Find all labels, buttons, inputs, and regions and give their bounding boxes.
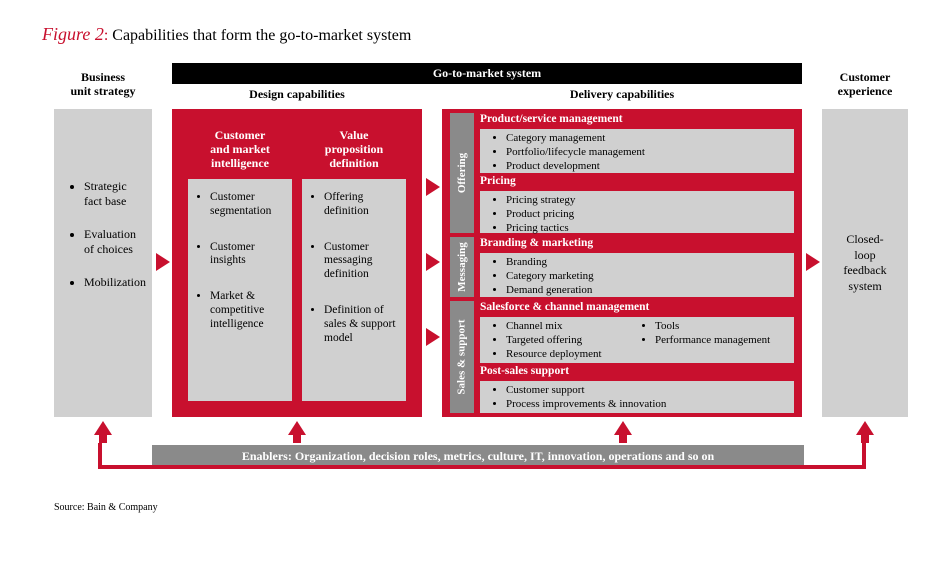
bu-item: Evaluation of choices bbox=[84, 227, 140, 257]
header-business-unit: Businessunit strategy bbox=[54, 71, 152, 99]
connector-line bbox=[98, 443, 102, 469]
deliv-box: Pricing strategy Product pricing Pricing… bbox=[480, 191, 794, 233]
connector-line bbox=[862, 443, 866, 469]
deliv-box: Category management Portfolio/lifecycle … bbox=[480, 129, 794, 173]
customer-exp-text: Closed-loopfeedbacksystem bbox=[822, 232, 908, 294]
customer-exp-box: Closed-loopfeedbacksystem bbox=[822, 109, 908, 417]
design-col-1: Customerand marketintelligence Customer … bbox=[188, 125, 292, 401]
design-col1-title: Customerand marketintelligence bbox=[188, 125, 292, 179]
deliv-box: Customer support Process improvements & … bbox=[480, 381, 794, 413]
deliv-box: Branding Category marketing Demand gener… bbox=[480, 253, 794, 297]
deliv-title: Post-sales support bbox=[480, 365, 569, 377]
connector-line bbox=[98, 465, 866, 469]
header-customer-exp: Customerexperience bbox=[822, 71, 908, 99]
figure-title: Figure 2: Capabilities that form the go-… bbox=[42, 24, 908, 45]
arrow-icon bbox=[288, 421, 306, 435]
vlabel-messaging: Messaging bbox=[450, 237, 474, 297]
design-item: Offering definition bbox=[324, 191, 398, 219]
arrow-icon bbox=[614, 421, 632, 435]
design-col-2: Valuepropositiondefinition Offering defi… bbox=[302, 125, 406, 401]
arrow-icon bbox=[426, 328, 440, 346]
header-design: Design capabilities bbox=[172, 87, 422, 102]
arrow-icon bbox=[426, 253, 440, 271]
deliv-title: Branding & marketing bbox=[480, 237, 593, 249]
bu-item: Strategic fact base bbox=[84, 179, 140, 209]
design-item: Customer messaging definition bbox=[324, 241, 398, 282]
vlabel-sales: Sales & support bbox=[450, 301, 474, 413]
deliv-title: Product/service management bbox=[480, 113, 623, 125]
deliv-title: Pricing bbox=[480, 175, 516, 187]
design-item: Market & competitive intelligence bbox=[210, 290, 284, 331]
business-unit-box: Strategic fact base Evaluation of choice… bbox=[54, 109, 152, 417]
arrow-icon bbox=[426, 178, 440, 196]
arrow-icon bbox=[856, 421, 874, 435]
deliv-title: Salesforce & channel management bbox=[480, 301, 649, 313]
bu-item: Mobilization bbox=[84, 275, 140, 290]
design-item: Definition of sales & support model bbox=[324, 304, 398, 345]
arrow-icon bbox=[156, 253, 170, 271]
deliv-box: Channel mix Targeted offering Resource d… bbox=[480, 317, 794, 363]
arrow-icon bbox=[806, 253, 820, 271]
header-delivery: Delivery capabilities bbox=[442, 87, 802, 102]
diagram: Businessunit strategy Go-to-market syste… bbox=[42, 63, 908, 483]
arrow-icon bbox=[94, 421, 112, 435]
design-col2-title: Valuepropositiondefinition bbox=[302, 125, 406, 179]
design-item: Customer insights bbox=[210, 241, 284, 269]
design-item: Customer segmentation bbox=[210, 191, 284, 219]
vlabel-offering: Offering bbox=[450, 113, 474, 233]
header-gtm-bar: Go-to-market system bbox=[172, 63, 802, 84]
source-text: Source: Bain & Company bbox=[54, 502, 158, 513]
